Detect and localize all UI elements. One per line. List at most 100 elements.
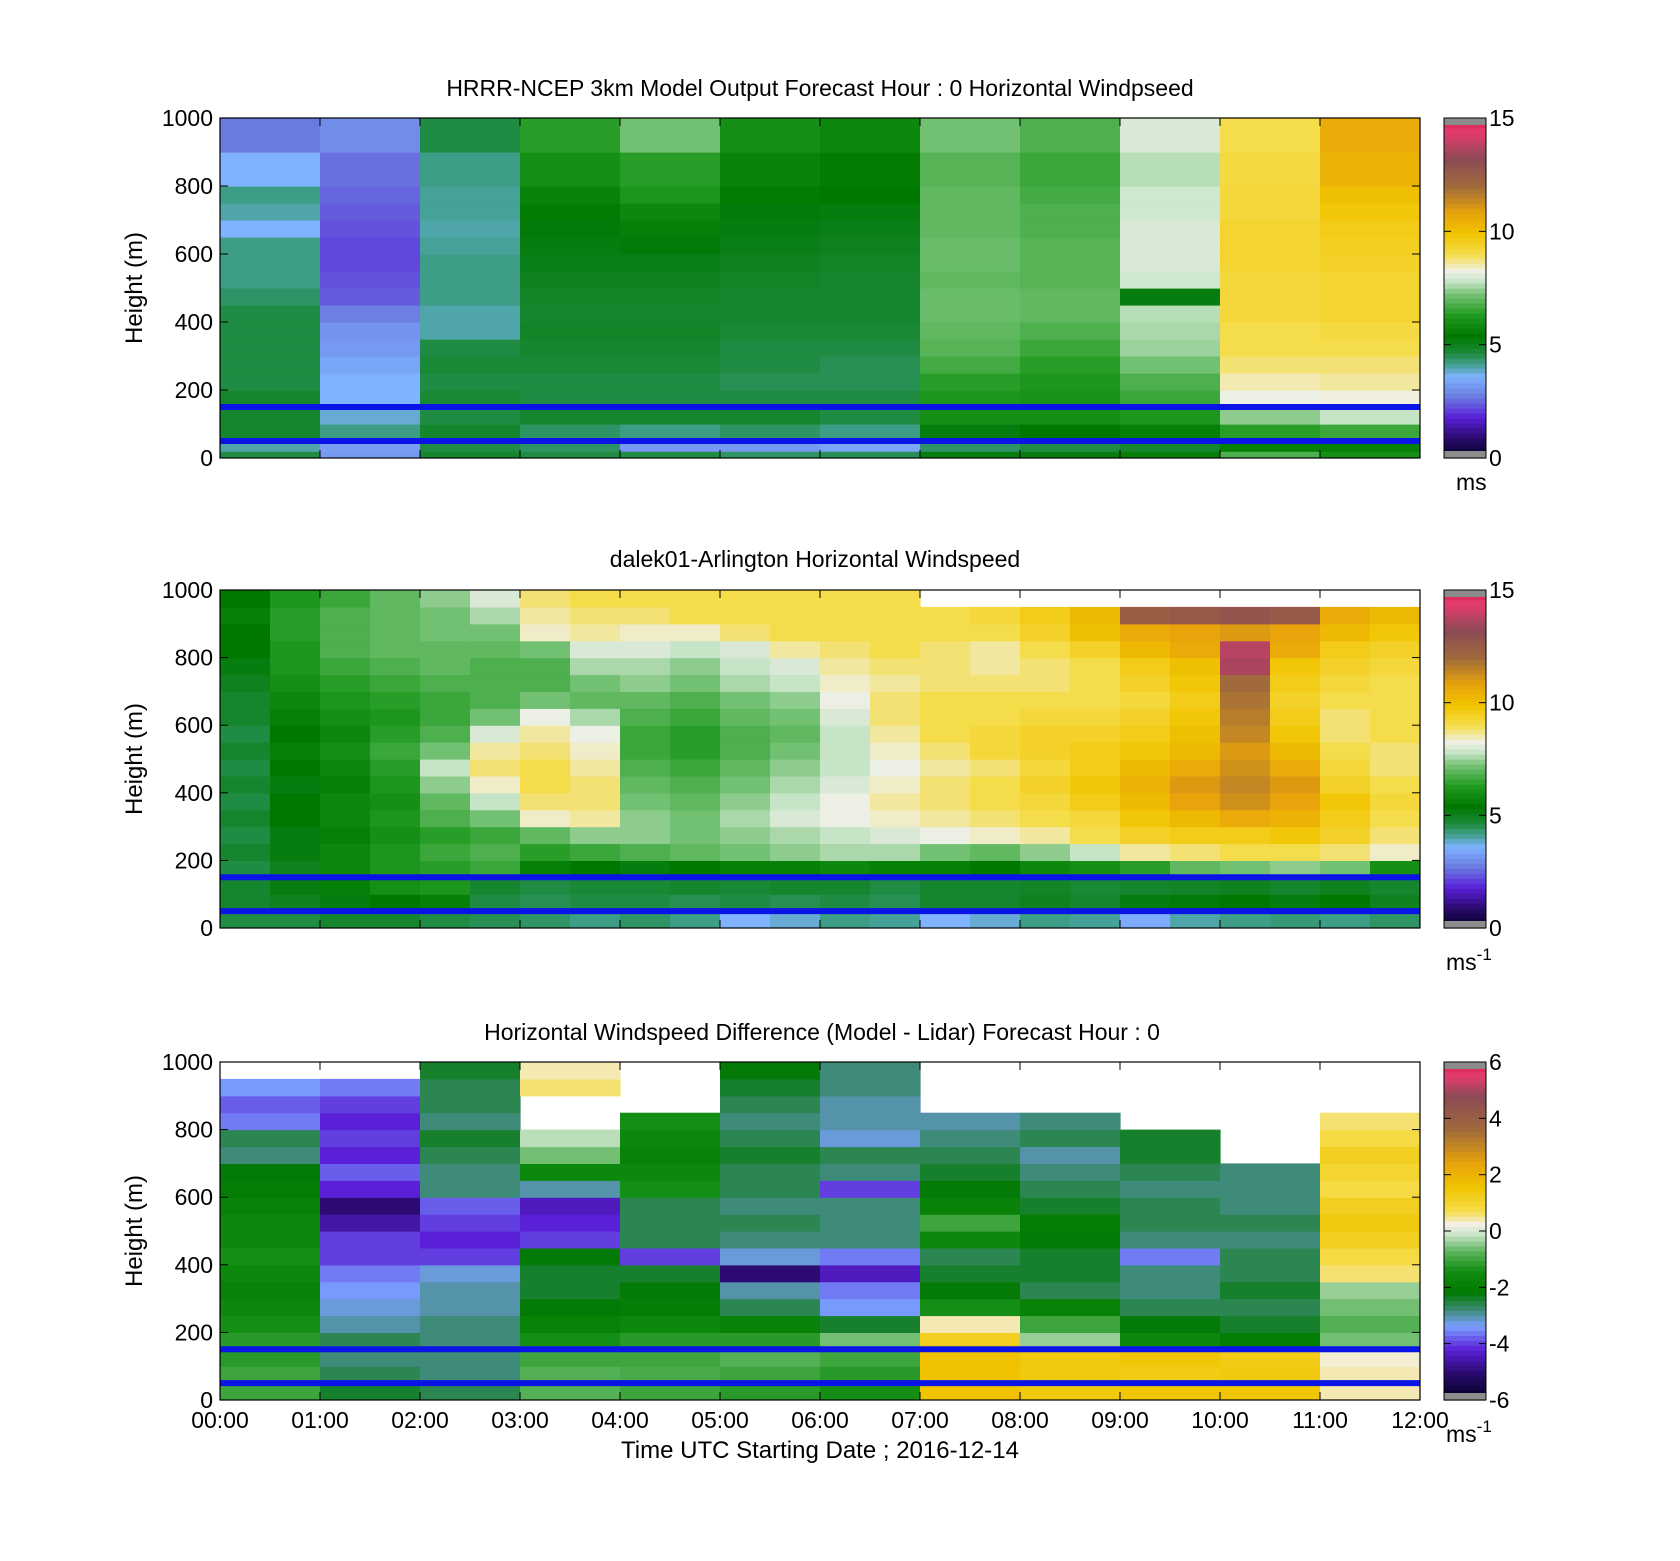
heatmap-cell	[270, 911, 321, 928]
heatmap-cell	[1320, 674, 1371, 692]
colorbar-segment	[1444, 1390, 1486, 1396]
heatmap-cell	[820, 1078, 921, 1097]
heatmap-cell	[1220, 441, 1321, 452]
heatmap-cell	[870, 725, 921, 743]
heatmap-cell	[720, 186, 821, 204]
heatmap-cell	[220, 322, 321, 340]
panel-lidar: dalek01-Arlington Horizontal Windspeed 0…	[121, 546, 1515, 975]
heatmap-cell	[1320, 152, 1420, 187]
heatmap-cell	[420, 1078, 521, 1097]
heatmap-cell	[720, 1281, 821, 1300]
heatmap-cell	[620, 911, 671, 928]
colorbar-tick-label: 2	[1489, 1162, 1502, 1188]
heatmap-cell	[720, 237, 821, 255]
heatmap-cell	[1120, 356, 1221, 374]
heatmap-cell	[520, 152, 621, 187]
colorbar-tick-label: 4	[1489, 1105, 1502, 1131]
colorbar-segment	[1444, 238, 1486, 244]
colorbar-segment	[1444, 353, 1486, 359]
heatmap-cell	[620, 809, 671, 828]
heatmap-cell	[920, 1264, 1021, 1283]
heatmap-cell	[1120, 1231, 1221, 1249]
heatmap-cell	[220, 606, 271, 625]
unit-exponent: -1	[1477, 1417, 1492, 1436]
colorbar-segment	[1444, 1250, 1486, 1257]
colorbar-segment	[1444, 243, 1486, 249]
heatmap-cell	[1320, 1112, 1420, 1131]
colorbar-segment	[1444, 684, 1486, 691]
heatmap-cell	[920, 911, 971, 928]
colorbar-segment	[1444, 293, 1486, 299]
colorbar-segment	[1444, 428, 1486, 434]
y-tick-label: 600	[175, 241, 213, 267]
heatmap-cell	[1120, 373, 1221, 391]
heatmap-cell	[520, 373, 621, 391]
colorbar-tick-label: 10	[1489, 690, 1515, 716]
y-tick-label: 1000	[162, 105, 213, 131]
heatmap-cell	[1020, 1349, 1121, 1367]
heatmap-cell	[920, 1112, 1021, 1131]
heatmap-cell	[770, 742, 821, 760]
y-axis: 0 200 400 600 800 1000	[162, 1049, 1420, 1413]
heatmap-cell	[570, 674, 621, 692]
colorbar-segment	[1444, 1290, 1486, 1297]
heatmap-cell	[1220, 186, 1321, 204]
unit-base: ms	[1446, 1421, 1477, 1447]
heatmap-cell	[220, 152, 321, 187]
colorbar-segment	[1444, 619, 1486, 626]
colorbar-segment	[1444, 1270, 1486, 1277]
heatmap-cell	[220, 339, 321, 357]
colorbar-segment	[1444, 363, 1486, 369]
y-tick-label: 800	[175, 645, 213, 671]
heatmap-cell	[620, 322, 721, 340]
heatmap-cell	[1220, 843, 1271, 861]
heatmap-cell	[320, 1146, 421, 1164]
heatmap-cell	[370, 725, 421, 743]
colorbar-segment	[1444, 213, 1486, 219]
heatmap-cell	[320, 1281, 421, 1300]
heatmap-cell	[320, 186, 421, 204]
colorbar-segment	[1444, 338, 1486, 344]
heatmap-cell	[220, 1112, 321, 1131]
heatmap-cell	[720, 911, 771, 928]
y-tick-label: 0	[200, 445, 213, 471]
colorbar-tick-label: 5	[1489, 802, 1502, 828]
colorbar-segment	[1444, 669, 1486, 676]
heatmap-cell	[1020, 451, 1121, 458]
colorbar-segment	[1444, 1181, 1486, 1187]
heatmap-cell	[470, 826, 521, 845]
colorbar-segment	[1444, 888, 1486, 894]
colorbar-segment	[1444, 278, 1486, 284]
colorbar-segment	[1444, 443, 1486, 449]
heatmap-cell	[970, 606, 1021, 625]
heatmap-cell	[1020, 1332, 1121, 1350]
heatmap-cell	[670, 775, 721, 794]
colorbar-segment	[1444, 788, 1486, 795]
heatmap-cell	[1320, 1197, 1420, 1215]
heatmap-cell	[620, 451, 721, 458]
heatmap-cell	[370, 894, 421, 912]
heatmap-cell	[920, 441, 1021, 452]
colorbar-tick-label: 15	[1489, 577, 1515, 603]
heatmap-cell	[220, 877, 271, 895]
colorbar: -6 -4 -2 0 2 4 6	[1443, 1049, 1510, 1413]
heatmap-cell	[320, 877, 371, 895]
heatmap-cell	[1120, 1197, 1221, 1215]
heatmap-cell	[420, 1180, 521, 1198]
heatmap-cell	[320, 1129, 421, 1148]
heatmap-cell	[920, 451, 1021, 458]
heatmap-cell	[1120, 118, 1221, 153]
heatmap-cell	[1320, 809, 1371, 828]
heatmap-cell	[1120, 775, 1171, 794]
heatmap-cell	[320, 623, 371, 642]
heatmap-cell	[570, 708, 621, 726]
heatmap-cell	[520, 1332, 621, 1350]
heatmap-cell	[620, 1349, 721, 1367]
heatmap-cell	[220, 1264, 321, 1283]
heatmap-cell	[320, 356, 421, 374]
heatmap-cell	[220, 1078, 321, 1097]
heatmap-cell	[1120, 674, 1171, 692]
heatmap-layer	[220, 1062, 1420, 1400]
colorbar-segment	[1444, 843, 1486, 850]
colorbar-segment	[1444, 918, 1486, 924]
